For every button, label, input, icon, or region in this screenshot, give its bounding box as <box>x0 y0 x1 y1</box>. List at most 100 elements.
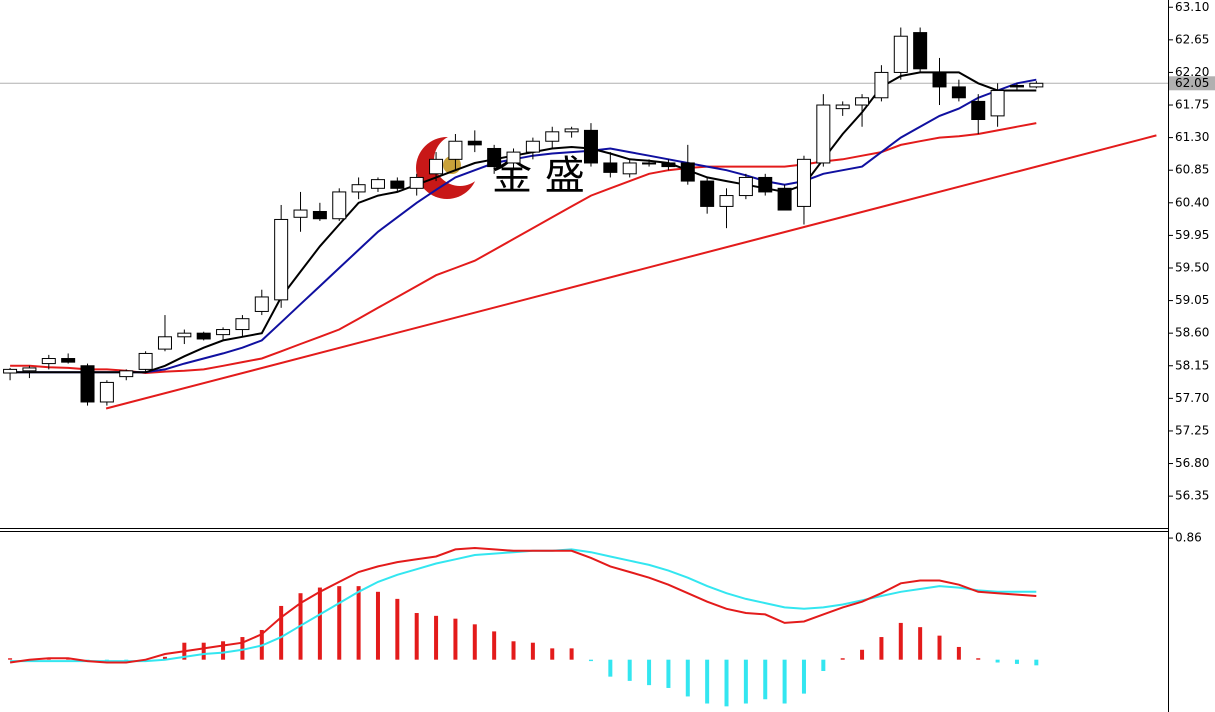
histogram-bar <box>995 659 1000 663</box>
histogram-bar <box>956 646 961 660</box>
histogram-bar <box>240 637 245 660</box>
histogram-bar <box>492 631 497 660</box>
histogram-bar <box>375 591 380 660</box>
histogram-bar <box>569 648 574 660</box>
y-tick-label: 0.86 <box>1175 531 1202 545</box>
y-tick-label: 57.25 <box>1175 423 1209 437</box>
histogram-bar <box>627 659 632 681</box>
histogram-bar <box>666 659 671 688</box>
histogram-bar <box>898 622 903 660</box>
histogram-bar <box>337 586 342 660</box>
candle-body <box>874 71 889 99</box>
y-tick-label: 56.80 <box>1175 456 1209 470</box>
candle-body <box>370 179 385 189</box>
moving-average <box>10 71 1037 374</box>
candle-body <box>390 180 405 189</box>
histogram-bar <box>414 613 419 660</box>
candle-body <box>293 209 308 218</box>
histogram-bar <box>434 615 439 660</box>
current-price-label: 62.05 <box>1175 76 1209 90</box>
candle-body <box>642 162 657 165</box>
y-tick-label: 60.85 <box>1175 163 1209 177</box>
candle-body <box>758 176 773 193</box>
candle-body <box>22 367 37 372</box>
histogram-bar <box>647 659 652 686</box>
histogram-bar <box>782 659 787 704</box>
candle-body <box>332 191 347 220</box>
candle-body <box>216 329 231 336</box>
candle-body <box>1029 82 1044 88</box>
histogram-bar <box>8 658 13 660</box>
current-price-tag <box>1169 76 1215 91</box>
moving-average <box>10 78 1037 374</box>
histogram-bar <box>472 624 477 660</box>
histogram-bar <box>976 658 981 660</box>
candle-body <box>99 381 114 403</box>
candle-body <box>913 32 928 70</box>
y-tick-label: 58.15 <box>1175 358 1209 372</box>
y-tick-label: 58.60 <box>1175 326 1209 340</box>
candle-body <box>80 365 95 403</box>
y-tick-label: 62.65 <box>1175 32 1209 46</box>
histogram-bar <box>453 618 458 660</box>
candle-body <box>603 162 618 173</box>
histogram-bar <box>743 659 748 704</box>
candle-body <box>700 180 715 207</box>
candle-body <box>816 104 831 164</box>
candle-body <box>119 370 134 378</box>
candle-body <box>487 147 502 168</box>
candle-body <box>467 140 482 146</box>
candle-body <box>893 35 908 73</box>
histogram-bar <box>763 659 768 700</box>
candle-body <box>951 86 966 99</box>
candle-body <box>971 100 986 121</box>
histogram-bar <box>1034 659 1039 666</box>
histogram-bar <box>530 642 535 660</box>
candle-body <box>661 162 676 168</box>
candle-body <box>835 104 850 110</box>
candle-body <box>138 352 153 370</box>
candle-body <box>719 195 734 207</box>
candle-body <box>274 218 289 301</box>
y-tick-label: 59.95 <box>1175 228 1209 242</box>
histogram-bar <box>801 659 806 694</box>
y-tick-label: 61.75 <box>1175 98 1209 112</box>
y-tick-label: 63.10 <box>1175 0 1209 14</box>
candle-body <box>545 131 560 142</box>
candle-body <box>738 176 753 197</box>
candle-body <box>796 158 811 207</box>
candle-body <box>3 368 18 374</box>
candle-body <box>990 90 1005 117</box>
y-tick-label: 62.20 <box>1175 65 1209 79</box>
candle-body <box>777 187 792 211</box>
candle-body <box>157 336 172 350</box>
histogram-bar <box>724 659 729 707</box>
candle-body <box>680 162 695 182</box>
histogram-bar <box>705 659 710 704</box>
histogram-bar <box>221 641 226 660</box>
histogram-bar <box>879 637 884 660</box>
candle-body <box>61 358 76 363</box>
candle-body <box>1009 84 1024 88</box>
candle-body <box>448 140 463 160</box>
candle-body <box>564 128 579 133</box>
candle-body <box>622 162 637 175</box>
histogram-bar <box>162 656 167 660</box>
y-tick-label: 60.40 <box>1175 195 1209 209</box>
candle-body <box>254 296 269 312</box>
histogram-bar <box>395 598 400 660</box>
y-tick-label: 57.70 <box>1175 391 1209 405</box>
candle-body <box>525 140 540 153</box>
macd-line <box>9 546 1037 664</box>
candle-body <box>583 129 598 164</box>
candle-body <box>177 332 192 338</box>
histogram-bar <box>840 658 845 660</box>
candle-body <box>429 158 444 175</box>
candle-body <box>506 151 521 164</box>
histogram-bar <box>608 659 613 677</box>
trendline <box>105 134 1157 410</box>
histogram-bar <box>937 635 942 660</box>
candle-body <box>351 184 366 193</box>
